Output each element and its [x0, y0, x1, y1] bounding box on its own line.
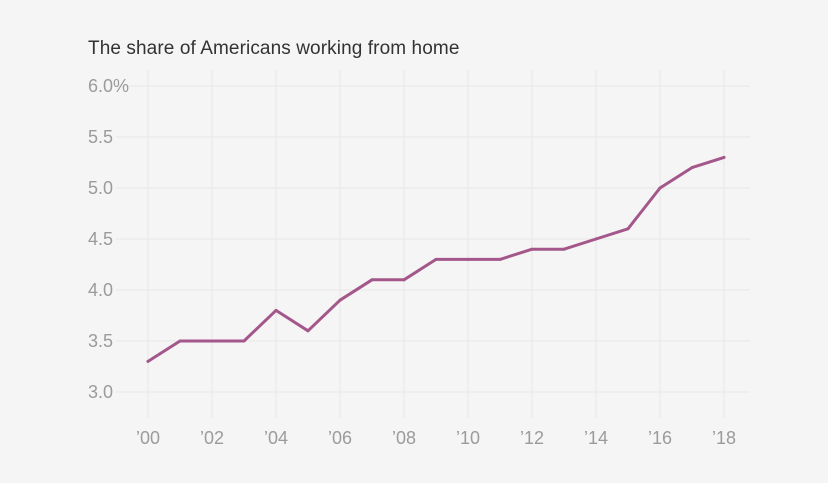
x-tick-label: ’06: [328, 428, 352, 448]
x-axis-ticks: ’00 ’02 ’04 ’06 ’08 ’10 ’12 ’14 ’16 ’18: [136, 428, 736, 448]
x-tick-label: ’04: [264, 428, 288, 448]
data-point: [626, 227, 630, 231]
data-point: [146, 359, 150, 363]
x-tick-label: ’10: [456, 428, 480, 448]
data-point: [402, 278, 406, 282]
y-tick-label: 3.5: [88, 331, 113, 351]
data-point: [722, 155, 726, 159]
data-point: [338, 298, 342, 302]
chart-title: The share of Americans working from home: [88, 38, 460, 59]
x-tick-label: ’00: [136, 428, 160, 448]
data-point: [178, 339, 182, 343]
data-point: [466, 257, 470, 261]
data-point: [594, 237, 598, 241]
data-point: [498, 257, 502, 261]
y-tick-label: 3.0: [88, 382, 113, 402]
x-tick-label: ’14: [584, 428, 608, 448]
x-tick-label: ’08: [392, 428, 416, 448]
data-point: [530, 247, 534, 251]
gridlines: [116, 70, 750, 418]
y-tick-label: 5.5: [88, 127, 113, 147]
data-point: [434, 257, 438, 261]
series-layer: [146, 155, 726, 363]
y-tick-label: 4.0: [88, 280, 113, 300]
y-axis-ticks: 6.0% 5.5 5.0 4.5 4.0 3.5 3.0: [88, 76, 129, 402]
x-tick-label: ’16: [648, 428, 672, 448]
data-point: [306, 329, 310, 333]
y-tick-label: 4.5: [88, 229, 113, 249]
x-tick-label: ’18: [712, 428, 736, 448]
data-point: [658, 186, 662, 190]
y-tick-label: 6.0%: [88, 76, 129, 96]
data-point: [690, 166, 694, 170]
x-tick-label: ’02: [200, 428, 224, 448]
data-point: [370, 278, 374, 282]
data-point: [210, 339, 214, 343]
x-tick-label: ’12: [520, 428, 544, 448]
data-point: [242, 339, 246, 343]
data-point: [562, 247, 566, 251]
data-point: [274, 308, 278, 312]
y-tick-label: 5.0: [88, 178, 113, 198]
